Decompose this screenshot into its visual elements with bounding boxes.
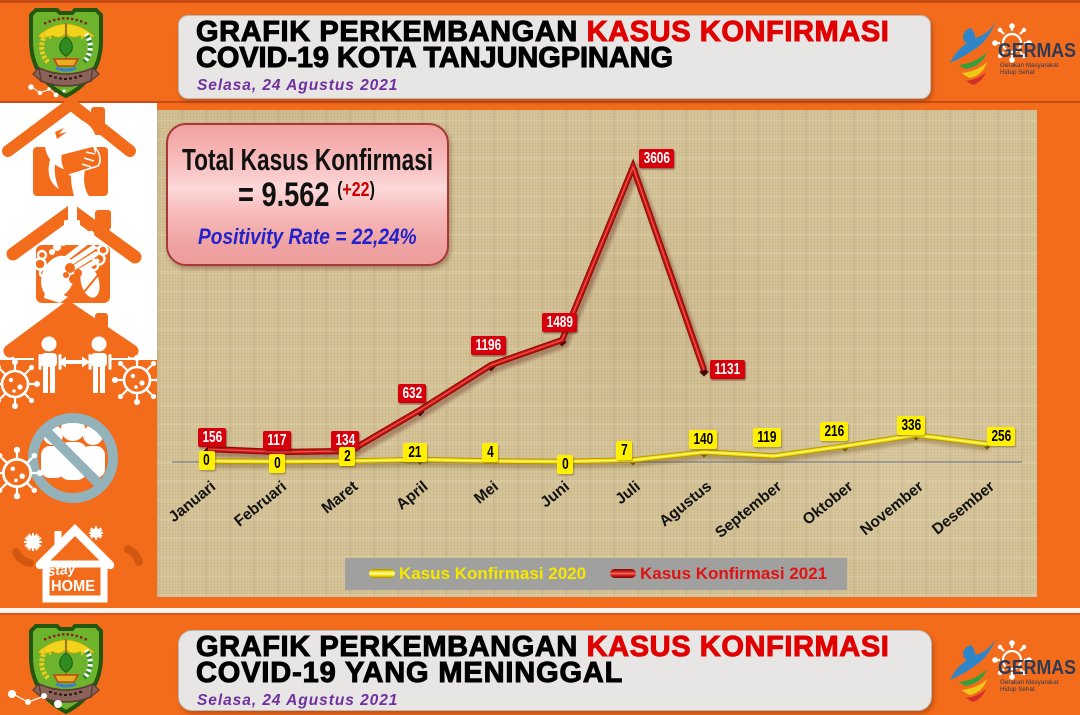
svg-text:HOME: HOME bbox=[51, 578, 95, 595]
svg-text:GERMAS: GERMAS bbox=[998, 40, 1076, 62]
svg-text:Gerakan Masyarakat: Gerakan Masyarakat bbox=[1000, 62, 1059, 69]
svg-text:Hidup Sehat: Hidup Sehat bbox=[1000, 69, 1035, 76]
svg-text:stay: stay bbox=[47, 560, 78, 579]
